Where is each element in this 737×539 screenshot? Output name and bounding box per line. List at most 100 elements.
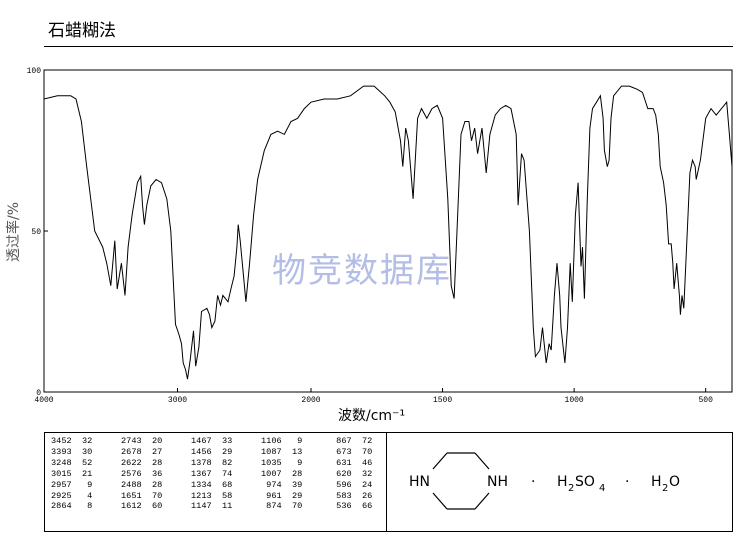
peak-transmittance: 70 bbox=[361, 446, 373, 457]
peak-column: 3452 32 3393 30 3248 52 3015 21 2957 9 2925 4… bbox=[51, 436, 92, 512]
peak-transmittance: 9 bbox=[291, 457, 303, 468]
spectrum-line bbox=[43, 85, 733, 380]
peak-wavenumber: 1087 bbox=[261, 446, 282, 457]
peak-wavenumber: 620 bbox=[331, 468, 352, 479]
peak-row: 631 46 bbox=[331, 458, 372, 469]
peak-wavenumber: 1213 bbox=[191, 490, 212, 501]
x-tick-label: 500 bbox=[698, 396, 713, 405]
peak-wavenumber: 974 bbox=[261, 479, 282, 490]
peak-wavenumber: 961 bbox=[261, 490, 282, 501]
peak-transmittance: 82 bbox=[221, 457, 233, 468]
peak-transmittance: 29 bbox=[221, 446, 233, 457]
peak-wavenumber: 1334 bbox=[191, 479, 212, 490]
peak-column: 2743 20 2678 27 2622 28 2576 36 2488 28 1651 … bbox=[121, 436, 162, 512]
peak-wavenumber: 1467 bbox=[191, 436, 212, 446]
plot-frame bbox=[43, 69, 733, 393]
dot-separator-2: · bbox=[625, 474, 629, 490]
peak-column: 1467 33 1456 29 1378 82 1367 74 1334 68 1213 … bbox=[191, 436, 232, 512]
peak-wavenumber: 2678 bbox=[121, 446, 142, 457]
peak-transmittance: 36 bbox=[151, 468, 163, 479]
sulfuric-acid-h-sub: 2 bbox=[568, 483, 574, 494]
peak-row: 2678 27 bbox=[121, 447, 162, 458]
peak-table: 3452 32 3393 30 3248 52 3015 21 2957 9 2925 4… bbox=[44, 432, 387, 532]
peak-wavenumber: 2925 bbox=[51, 490, 72, 501]
nh-right-label: NH bbox=[487, 474, 508, 490]
peak-row: 2925 4 bbox=[51, 491, 92, 502]
peak-wavenumber: 1612 bbox=[121, 501, 142, 512]
page-title: 石蜡糊法 bbox=[48, 21, 116, 41]
peak-transmittance: 27 bbox=[151, 446, 163, 457]
peak-transmittance: 52 bbox=[81, 457, 93, 468]
peak-row: 2622 28 bbox=[121, 458, 162, 469]
water-o: O bbox=[669, 474, 680, 490]
peak-row: 1651 70 bbox=[121, 491, 162, 502]
peak-row: 3248 52 bbox=[51, 458, 92, 469]
peak-transmittance: 24 bbox=[361, 479, 373, 490]
peak-transmittance: 32 bbox=[81, 436, 93, 446]
peak-wavenumber: 2622 bbox=[121, 457, 142, 468]
peak-transmittance: 26 bbox=[361, 490, 373, 501]
peak-row: 596 24 bbox=[331, 480, 372, 491]
sulfuric-acid-h: H bbox=[557, 474, 568, 490]
peak-column: 1106 9 1087 13 1035 9 1007 28 974 39 961 29… bbox=[261, 436, 302, 512]
water-h: H bbox=[651, 474, 662, 490]
peak-transmittance: 72 bbox=[361, 436, 373, 446]
peak-row: 583 26 bbox=[331, 491, 372, 502]
peak-transmittance: 13 bbox=[291, 446, 303, 457]
peak-transmittance: 46 bbox=[361, 457, 373, 468]
peak-transmittance: 9 bbox=[291, 436, 303, 446]
peak-transmittance: 66 bbox=[361, 501, 373, 512]
peak-wavenumber: 673 bbox=[331, 446, 352, 457]
peak-wavenumber: 2488 bbox=[121, 479, 142, 490]
peak-transmittance: 8 bbox=[81, 501, 93, 512]
peak-wavenumber: 2576 bbox=[121, 468, 142, 479]
peak-row: 2957 9 bbox=[51, 480, 92, 491]
piperazine-ring bbox=[432, 452, 490, 510]
peak-wavenumber: 3015 bbox=[51, 468, 72, 479]
y-tick-label: 50 bbox=[31, 228, 41, 237]
peak-transmittance: 70 bbox=[291, 501, 303, 512]
peak-transmittance: 68 bbox=[221, 479, 233, 490]
peak-row: 1147 11 bbox=[191, 501, 232, 512]
peak-wavenumber: 1367 bbox=[191, 468, 212, 479]
peak-row: 620 32 bbox=[331, 469, 372, 480]
peak-wavenumber: 596 bbox=[331, 479, 352, 490]
y-tick-label: 100 bbox=[27, 67, 42, 76]
peak-wavenumber: 3248 bbox=[51, 457, 72, 468]
peak-wavenumber: 631 bbox=[331, 457, 352, 468]
peak-transmittance: 29 bbox=[291, 490, 303, 501]
peak-row: 2576 36 bbox=[121, 469, 162, 480]
peak-wavenumber: 1378 bbox=[191, 457, 212, 468]
peak-wavenumber: 1147 bbox=[191, 501, 212, 512]
peak-row: 3015 21 bbox=[51, 469, 92, 480]
peak-row: 1035 9 bbox=[261, 458, 302, 469]
peak-transmittance: 74 bbox=[221, 468, 233, 479]
peak-transmittance: 4 bbox=[81, 490, 93, 501]
peak-transmittance: 28 bbox=[291, 468, 303, 479]
title-divider bbox=[44, 46, 733, 47]
peak-transmittance: 33 bbox=[221, 436, 233, 446]
piperazine-sulfate-structure: HN NH · H 2 SO 4 · H 2 O bbox=[409, 452, 680, 510]
peak-row: 1456 29 bbox=[191, 447, 232, 458]
peak-column: 867 72 673 70 631 46 620 32 596 24 583 2… bbox=[331, 436, 372, 512]
peak-transmittance: 30 bbox=[81, 446, 93, 457]
peak-transmittance: 11 bbox=[221, 501, 233, 512]
dot-separator-1: · bbox=[531, 474, 535, 490]
peak-wavenumber: 583 bbox=[331, 490, 352, 501]
peak-row: 2864 8 bbox=[51, 501, 92, 512]
peak-row: 867 72 bbox=[331, 436, 372, 447]
x-axis-ticks: 4000 3000 2000 1500 1000 500 bbox=[34, 388, 713, 405]
peak-row: 974 39 bbox=[261, 480, 302, 491]
peak-wavenumber: 3393 bbox=[51, 446, 72, 457]
peak-row: 961 29 bbox=[261, 491, 302, 502]
watermark-text: 物竞数据库 bbox=[272, 251, 452, 291]
peak-row: 1106 9 bbox=[261, 436, 302, 447]
peak-wavenumber: 1456 bbox=[191, 446, 212, 457]
peak-wavenumber: 2957 bbox=[51, 479, 72, 490]
x-tick-label: 4000 bbox=[34, 396, 53, 405]
peak-wavenumber: 867 bbox=[331, 436, 352, 446]
peak-wavenumber: 1007 bbox=[261, 468, 282, 479]
structure-panel: HN NH · H 2 SO 4 · H 2 O bbox=[387, 432, 733, 532]
peak-row: 1612 60 bbox=[121, 501, 162, 512]
